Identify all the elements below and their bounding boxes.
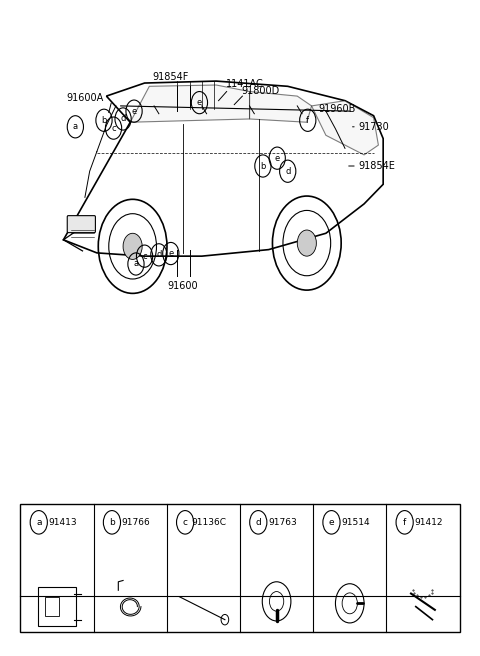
Text: c: c (111, 123, 116, 133)
Text: f: f (403, 518, 406, 527)
Text: c: c (142, 252, 147, 260)
PathPatch shape (312, 100, 378, 155)
Text: 91854E: 91854E (359, 161, 395, 171)
Circle shape (297, 230, 316, 256)
Text: 91766: 91766 (122, 518, 150, 527)
Text: 1141AC: 1141AC (226, 79, 264, 89)
Text: d: d (285, 167, 290, 176)
Circle shape (123, 234, 142, 259)
Text: 91413: 91413 (48, 518, 77, 527)
FancyBboxPatch shape (67, 216, 96, 233)
Text: d: d (255, 518, 261, 527)
Text: 91600: 91600 (168, 281, 198, 291)
Text: 91763: 91763 (268, 518, 297, 527)
PathPatch shape (130, 85, 250, 122)
Text: 91730: 91730 (359, 122, 389, 132)
Text: f: f (306, 115, 309, 125)
Text: 91800D: 91800D (241, 86, 280, 96)
Text: b: b (109, 518, 115, 527)
Bar (21, 504, 459, 632)
Text: b: b (260, 161, 265, 171)
Text: 91136C: 91136C (192, 518, 227, 527)
Text: d: d (156, 251, 162, 259)
Text: a: a (133, 260, 139, 268)
Text: 91412: 91412 (415, 518, 443, 527)
Text: 91600A: 91600A (66, 93, 104, 103)
Text: 91960B: 91960B (319, 104, 356, 113)
Text: e: e (168, 249, 173, 258)
Text: a: a (73, 122, 78, 131)
Text: c: c (182, 518, 188, 527)
Text: d: d (120, 114, 126, 123)
Text: b: b (101, 115, 107, 125)
Text: 91514: 91514 (341, 518, 370, 527)
Text: e: e (132, 107, 137, 115)
Text: e: e (197, 98, 202, 107)
PathPatch shape (250, 92, 312, 122)
Text: e: e (275, 154, 280, 163)
Text: e: e (329, 518, 334, 527)
Text: 91854F: 91854F (153, 72, 189, 83)
Text: a: a (36, 518, 42, 527)
Bar (45, 597, 60, 617)
Bar (38, 587, 76, 626)
